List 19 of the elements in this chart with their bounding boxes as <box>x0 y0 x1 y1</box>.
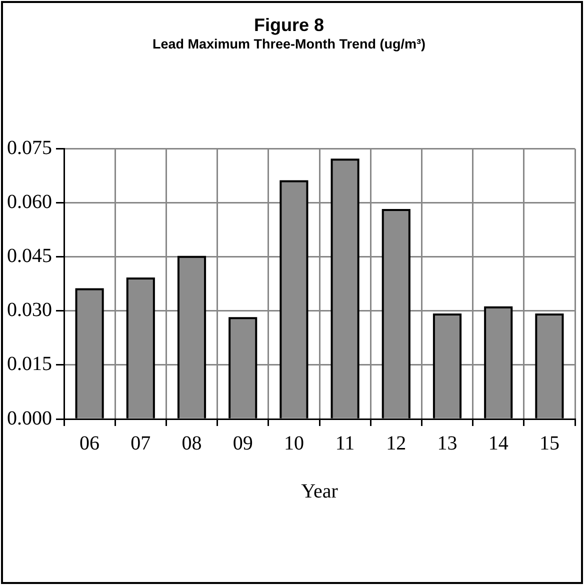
y-tick-label: 0.015 <box>7 353 52 376</box>
y-tick-label: 0.075 <box>7 137 52 160</box>
x-tick-label: 12 <box>386 432 406 454</box>
x-tick-label: 14 <box>488 432 508 454</box>
x-tick-label: 10 <box>284 432 304 454</box>
y-tick-label: 0.030 <box>7 299 52 322</box>
y-tick-label: 0.060 <box>7 191 52 214</box>
y-tick-label: 0.045 <box>7 245 52 268</box>
chart-subtitle: Lead Maximum Three-Month Trend (ug/m³) <box>152 36 426 52</box>
x-tick-label: 13 <box>437 432 458 454</box>
x-tick-label: 06 <box>80 432 100 454</box>
x-tick-label: 09 <box>232 432 253 454</box>
x-tick-label: 11 <box>335 432 355 454</box>
x-tick-label: 08 <box>182 432 202 454</box>
x-axis-title: Year <box>301 480 338 502</box>
y-tick-label: 0.000 <box>7 407 52 430</box>
x-tick-label: 15 <box>539 432 560 454</box>
chart-title: Figure 8 <box>254 14 324 35</box>
x-tick-label: 07 <box>130 432 151 454</box>
